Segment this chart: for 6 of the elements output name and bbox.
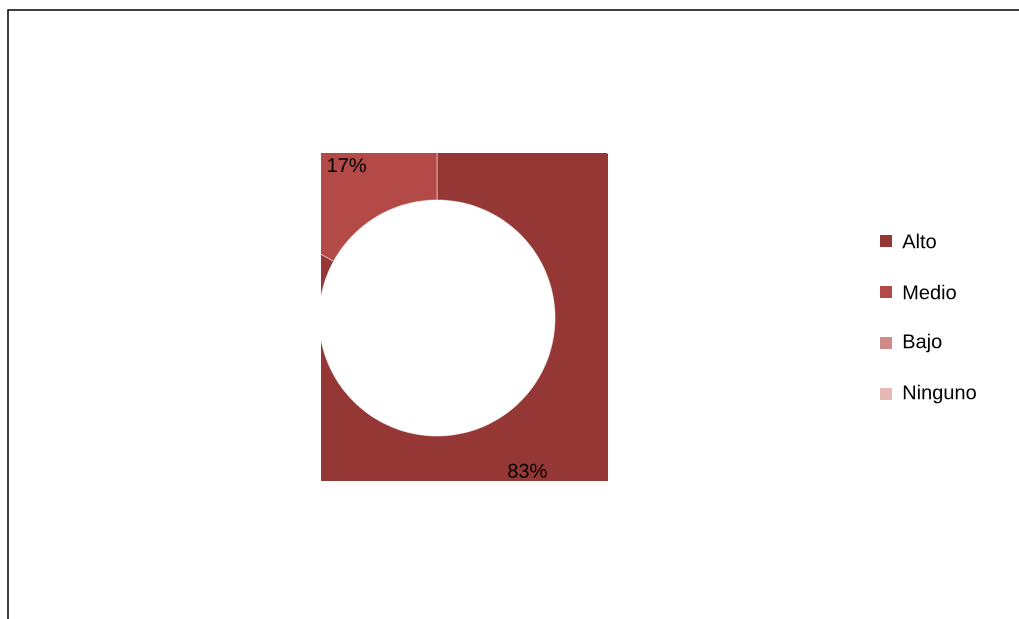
data-label: 83% [508, 463, 547, 478]
legend-label: Ninguno [903, 384, 976, 404]
legend-label: Bajo [903, 333, 942, 353]
legend-label: Medio [903, 284, 956, 300]
data-label: 17% [328, 158, 366, 173]
legend-label: Alto [902, 233, 936, 249]
